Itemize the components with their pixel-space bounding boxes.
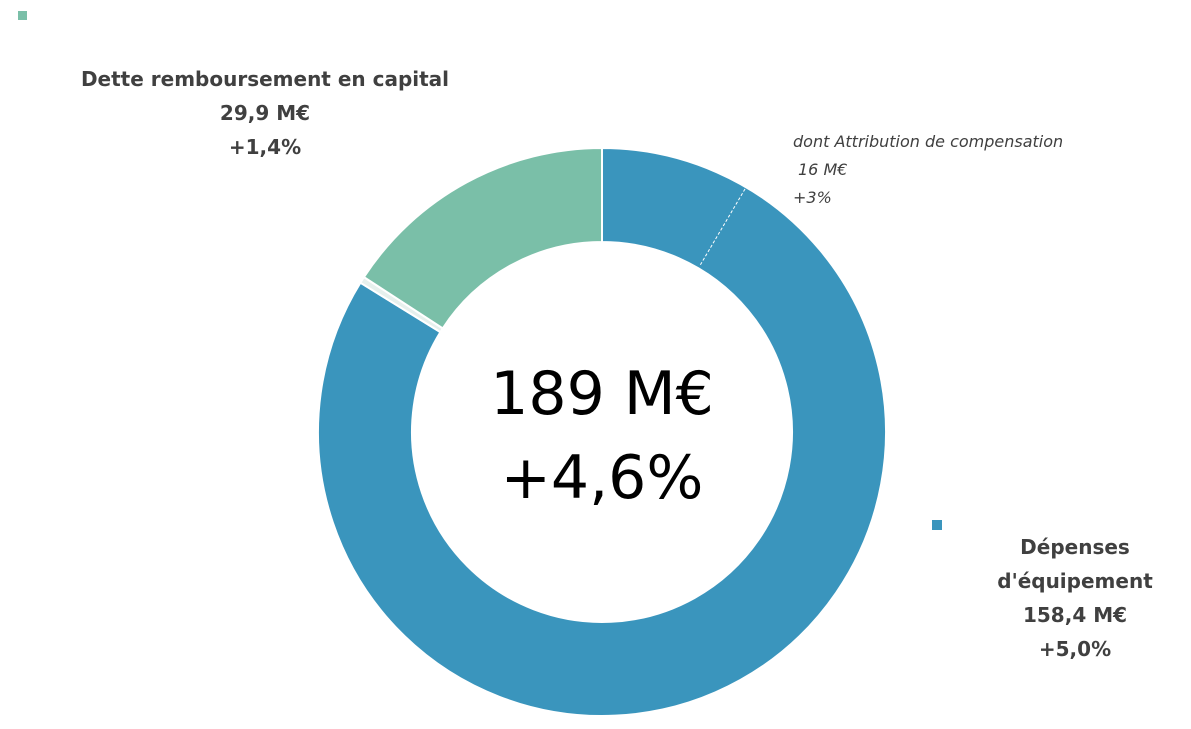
category-label: Dette remboursement en capital — [80, 67, 450, 91]
value-label: 158,4 M€ — [1022, 603, 1128, 627]
legend-swatch — [18, 11, 27, 20]
donut-segment — [362, 146, 603, 330]
donut-segment — [317, 146, 887, 717]
annotation-value: 16 M€ — [798, 160, 848, 179]
annotation-text: dont Attribution de compensation — [793, 132, 1064, 151]
center-change: +4,6% — [500, 443, 704, 513]
change-label: +5,0% — [1038, 637, 1112, 661]
change-label: +1,4% — [228, 135, 302, 159]
annotation-divider — [699, 186, 747, 266]
center-total: 189 M€ — [490, 359, 714, 429]
segment-label: Dette remboursement en capital 29,9 M€ +… — [40, 62, 490, 164]
center-label: 189 M€ +4,6% — [402, 352, 802, 520]
legend-swatch — [932, 520, 942, 530]
value-label: 29,9 M€ — [219, 101, 311, 125]
segment-label: Dépenses d'équipement 158,4 M€ +5,0% — [990, 530, 1160, 666]
annotation-change: +3% — [793, 188, 832, 207]
category-label: Dépenses d'équipement — [997, 535, 1153, 593]
annotation: dont Attribution de compensation 16 M€ +… — [793, 128, 1063, 212]
